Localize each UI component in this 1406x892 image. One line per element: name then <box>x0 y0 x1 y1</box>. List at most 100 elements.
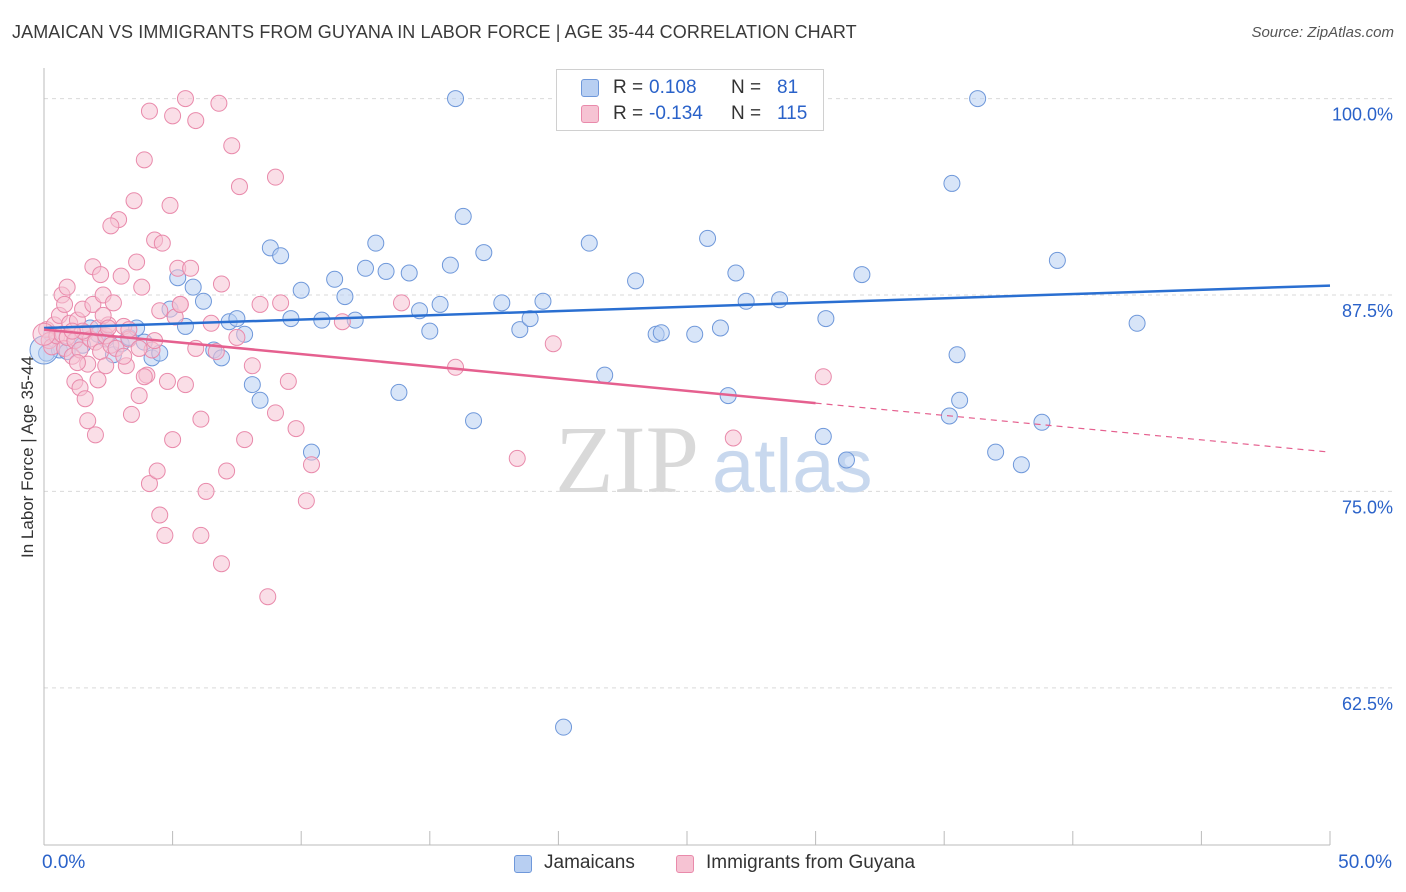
point-guyana <box>279 372 297 390</box>
point-guyana <box>302 456 320 474</box>
point-jamaicans <box>580 234 598 252</box>
legend-r-value: -0.134 <box>649 103 703 124</box>
point-guyana <box>259 588 277 606</box>
point-jamaicans <box>969 90 987 108</box>
point-guyana <box>814 368 832 386</box>
trend-guyana-extrapolated <box>815 402 1331 453</box>
point-jamaicans <box>627 272 645 290</box>
point-jamaicans <box>943 174 961 192</box>
axes <box>43 68 1331 846</box>
point-jamaicans <box>272 247 290 265</box>
point-guyana <box>236 431 254 449</box>
point-jamaicans <box>652 324 670 342</box>
y-tick-label: 62.5% <box>1342 694 1393 714</box>
point-jamaicans <box>951 391 969 409</box>
point-guyana <box>251 295 269 313</box>
y-axis-label: In Labor Force | Age 35-44 <box>18 356 37 558</box>
point-jamaicans <box>511 321 529 339</box>
point-jamaicans <box>184 278 202 296</box>
trend-lines <box>43 284 1331 453</box>
point-jamaicans <box>596 366 614 384</box>
point-jamaicans <box>390 383 408 401</box>
point-guyana <box>115 347 133 365</box>
point-jamaicans <box>771 291 789 309</box>
point-guyana <box>68 354 86 372</box>
point-jamaicans <box>377 262 395 280</box>
point-jamaicans <box>292 281 310 299</box>
point-guyana <box>266 404 284 422</box>
point-jamaicans <box>454 207 472 225</box>
point-guyana <box>135 151 153 169</box>
point-guyana <box>133 278 151 296</box>
legend-swatch-pink <box>581 105 599 123</box>
point-jamaicans <box>475 244 493 262</box>
point-guyana <box>192 410 210 428</box>
legend-row-jamaicans: R = 0.108 N = 81 <box>557 75 823 101</box>
point-jamaicans <box>817 310 835 328</box>
point-guyana <box>266 168 284 186</box>
point-guyana <box>176 376 194 394</box>
bottom-legend-swatch-blue <box>514 855 532 873</box>
point-jamaicans <box>987 443 1005 461</box>
point-jamaicans <box>737 292 755 310</box>
legend-n-value: 81 <box>777 77 799 98</box>
point-jamaicans <box>367 234 385 252</box>
trend-jamaicans <box>43 284 1331 330</box>
point-guyana <box>156 526 174 544</box>
y-tick-label: 100.0% <box>1332 105 1393 125</box>
point-jamaicans <box>1033 413 1051 431</box>
source-label: Source: ZipAtlas.com <box>1251 24 1394 41</box>
point-jamaicans <box>194 292 212 310</box>
point-jamaicans <box>326 270 344 288</box>
chart-title: JAMAICAN VS IMMIGRANTS FROM GUYANA IN LA… <box>12 22 857 42</box>
point-guyana <box>544 335 562 353</box>
point-jamaicans <box>421 322 439 340</box>
point-guyana <box>724 429 742 447</box>
point-guyana <box>187 112 205 130</box>
legend-r-label: R = <box>613 77 644 98</box>
point-jamaicans <box>555 718 573 736</box>
point-guyana <box>112 267 130 285</box>
x-tick-label-min: 0.0% <box>42 852 86 873</box>
legend-row-guyana: R = -0.134 N = 115 <box>557 101 823 127</box>
point-guyana <box>102 217 120 235</box>
point-guyana <box>393 294 411 312</box>
y-tick-label: 75.0% <box>1342 497 1393 517</box>
series-guyana <box>32 90 832 606</box>
point-guyana <box>333 313 351 331</box>
point-jamaicans <box>336 288 354 306</box>
point-guyana <box>176 90 194 108</box>
point-guyana <box>230 178 248 196</box>
point-jamaicans <box>243 376 261 394</box>
point-guyana <box>125 192 143 210</box>
legend-n-value: 115 <box>777 103 808 124</box>
point-guyana <box>128 253 146 271</box>
point-jamaicans <box>251 391 269 409</box>
point-guyana <box>153 234 171 252</box>
point-guyana <box>197 482 215 500</box>
point-guyana <box>140 475 158 493</box>
point-guyana <box>79 412 97 430</box>
point-jamaicans <box>837 451 855 469</box>
point-guyana <box>122 405 140 423</box>
point-jamaicans <box>465 412 483 430</box>
point-guyana <box>76 390 94 408</box>
point-guyana <box>228 328 246 346</box>
point-guyana <box>56 295 74 313</box>
point-guyana <box>104 294 122 312</box>
legend-swatch-blue <box>581 79 599 97</box>
point-guyana <box>508 449 526 467</box>
point-guyana <box>58 278 76 296</box>
point-guyana <box>287 420 305 438</box>
point-guyana <box>130 387 148 405</box>
point-guyana <box>148 462 166 480</box>
point-guyana <box>212 275 230 293</box>
point-guyana <box>223 137 241 155</box>
point-guyana <box>99 319 117 337</box>
point-guyana <box>151 506 169 524</box>
point-jamaicans <box>493 294 511 312</box>
point-guyana <box>140 102 158 120</box>
point-guyana <box>297 492 315 510</box>
point-guyana <box>164 107 182 125</box>
